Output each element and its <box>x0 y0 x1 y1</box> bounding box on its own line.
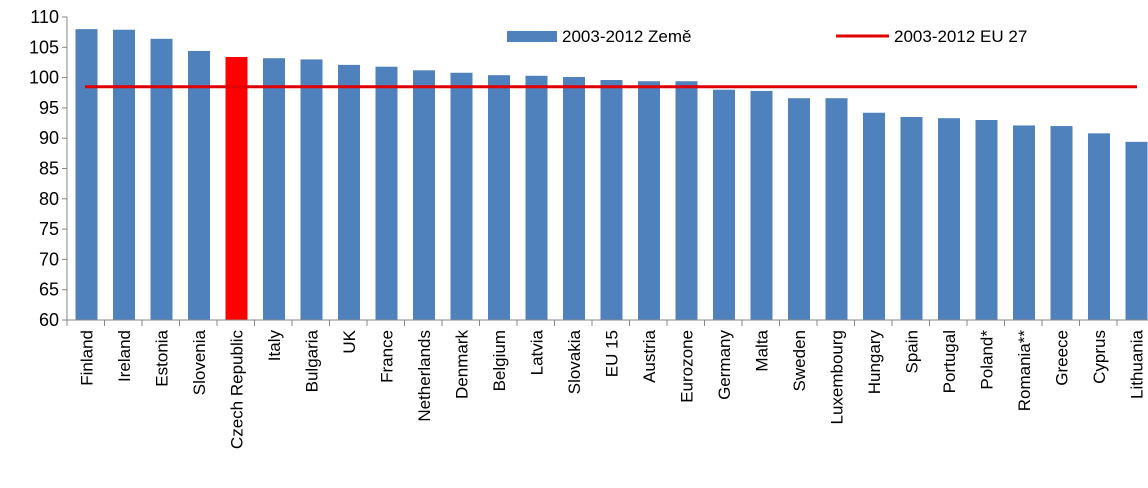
y-tick-label: 70 <box>39 249 59 269</box>
x-tick-label: Denmark <box>453 330 472 399</box>
x-axis: Finland Ireland Estonia Slovenia Czech Repub… <box>66 319 1148 450</box>
x-tick-label: Cyprus <box>1090 330 1109 384</box>
y-tick-label: 110 <box>30 7 59 27</box>
bar <box>300 59 323 321</box>
bar <box>825 98 848 320</box>
x-tick-label: Estonia <box>153 329 172 386</box>
x-tick-label: Greece <box>1053 330 1072 386</box>
bar <box>1088 133 1110 320</box>
bar <box>488 75 510 321</box>
x-tick-label: EU 15 <box>603 330 622 377</box>
y-tick-label: 65 <box>39 280 59 300</box>
bar <box>1013 125 1035 320</box>
x-tick-label: Luxembourg <box>828 330 847 425</box>
bar <box>450 72 473 320</box>
bar <box>675 81 698 321</box>
y-tick-label: 80 <box>39 189 59 209</box>
bar <box>788 98 810 320</box>
bar <box>975 120 998 321</box>
x-tick-label: Lithuania <box>1128 329 1147 399</box>
x-tick-label: Latvia <box>528 329 547 375</box>
x-tick-label: Romania** <box>1015 330 1034 412</box>
x-tick-label: Germany <box>715 330 734 400</box>
bars <box>75 29 1148 321</box>
legend-label-line: 2003-2012 EU 27 <box>894 27 1027 46</box>
y-axis: 60 65 70 75 80 85 90 95 100 105 110 <box>29 7 68 330</box>
legend-label-bars: 2003-2012 Země <box>562 27 691 46</box>
bar <box>900 116 923 321</box>
x-tick-label: France <box>378 330 397 383</box>
bar <box>638 81 660 321</box>
x-tick-label: Portugal <box>940 330 959 393</box>
y-tick-label: 90 <box>39 128 59 148</box>
bar <box>225 56 248 320</box>
bar <box>1050 126 1073 320</box>
y-tick-label: 75 <box>39 219 59 239</box>
x-tick-label: Finland <box>78 330 97 386</box>
bar <box>713 89 735 320</box>
bar <box>600 80 623 320</box>
legend-swatch-bars <box>507 31 557 42</box>
x-tick-label: Ireland <box>115 330 134 382</box>
y-tick-label: 60 <box>39 310 59 330</box>
x-tick-label: Czech Republic <box>228 330 247 450</box>
x-tick-label: Belgium <box>490 330 509 391</box>
x-tick-label: Italy <box>265 330 284 362</box>
x-tick-label: Bulgaria <box>303 329 322 392</box>
bar <box>525 75 548 320</box>
y-tick-label: 95 <box>39 98 59 118</box>
x-tick-label: Sweden <box>790 330 809 391</box>
x-tick-label: Eurozone <box>678 330 697 403</box>
bar <box>150 38 173 320</box>
bar <box>863 112 885 320</box>
y-tick-label: 105 <box>29 37 59 57</box>
bar <box>188 50 210 320</box>
bar <box>263 58 285 320</box>
x-tick-label: UK <box>340 329 359 353</box>
x-tick-label: Hungary <box>865 330 884 395</box>
bar <box>113 29 135 320</box>
x-tick-label: Spain <box>903 330 922 373</box>
bar <box>413 70 435 320</box>
bar <box>563 76 585 320</box>
bar <box>1125 141 1148 320</box>
y-tick-label: 100 <box>29 68 59 88</box>
x-tick-label: Netherlands <box>415 330 434 422</box>
bar <box>375 66 398 320</box>
x-tick-label: Malta <box>753 329 772 371</box>
bar <box>338 64 360 321</box>
bar <box>938 118 960 321</box>
legend: 2003-2012 Země 2003-2012 EU 27 <box>507 27 1027 46</box>
x-tick-label: Poland* <box>978 330 997 390</box>
x-tick-label: Slovenia <box>190 329 209 395</box>
bar <box>750 90 773 320</box>
bar <box>75 29 98 321</box>
x-tick-label: Austria <box>640 329 659 382</box>
x-tick-label: Slovakia <box>565 329 584 394</box>
y-tick-label: 85 <box>39 159 59 179</box>
